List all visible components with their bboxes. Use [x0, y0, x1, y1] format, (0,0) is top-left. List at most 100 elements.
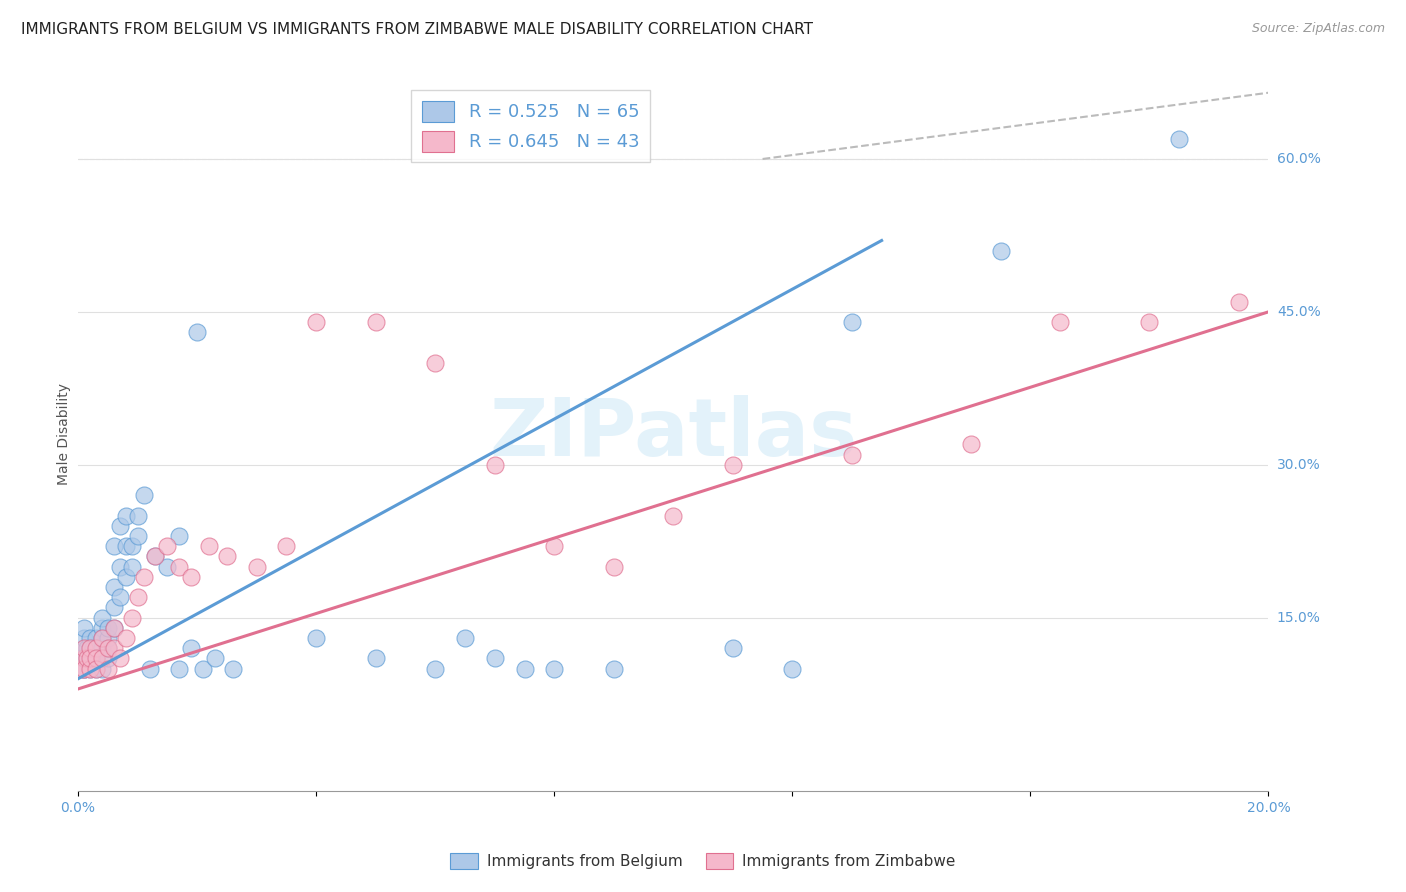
Point [180, 570, 202, 584]
Point [484, 458, 506, 472]
Point [82, 641, 104, 656]
Point [191, 661, 214, 675]
Point [79, 651, 101, 665]
Point [84, 641, 107, 656]
Point [97, 631, 120, 645]
Point [73, 661, 96, 675]
Point [425, 661, 447, 675]
Point [73, 651, 96, 665]
Point [121, 539, 143, 553]
Point [108, 559, 131, 574]
Point [73, 621, 96, 635]
Point [73, 661, 96, 675]
Legend: R = 0.525   N = 65, R = 0.645   N = 43: R = 0.525 N = 65, R = 0.645 N = 43 [411, 90, 650, 162]
Y-axis label: Male Disability: Male Disability [58, 384, 72, 485]
Point [156, 539, 179, 553]
Point [73, 631, 96, 645]
Point [204, 651, 226, 665]
Point [169, 529, 191, 543]
Point [276, 539, 298, 553]
Point [79, 641, 101, 656]
Point [84, 661, 107, 675]
Point [73, 641, 96, 656]
Point [603, 559, 626, 574]
Point [180, 641, 202, 656]
Point [103, 580, 125, 594]
Point [84, 661, 107, 675]
Point [79, 661, 101, 675]
Point [513, 661, 536, 675]
Point [186, 325, 208, 339]
Point [364, 315, 387, 329]
Point [79, 661, 101, 675]
Point [73, 641, 96, 656]
Point [114, 631, 136, 645]
Point [97, 621, 120, 635]
Point [215, 549, 238, 564]
Point [90, 631, 112, 645]
Point [364, 651, 387, 665]
Point [103, 621, 125, 635]
Text: ZIPatlas: ZIPatlas [489, 395, 858, 473]
Point [103, 641, 125, 656]
Point [127, 529, 149, 543]
Point [73, 661, 96, 675]
Point [990, 244, 1012, 258]
Point [132, 488, 155, 502]
Point [84, 651, 107, 665]
Point [103, 600, 125, 615]
Point [76, 641, 98, 656]
Point [543, 539, 565, 553]
Point [114, 570, 136, 584]
Text: 15.0%: 15.0% [1277, 611, 1320, 624]
Point [246, 559, 269, 574]
Point [305, 315, 328, 329]
Point [138, 661, 160, 675]
Point [79, 651, 101, 665]
Text: Source: ZipAtlas.com: Source: ZipAtlas.com [1251, 22, 1385, 36]
Point [127, 508, 149, 523]
Text: 30.0%: 30.0% [1277, 458, 1320, 472]
Point [90, 641, 112, 656]
Legend: Immigrants from Belgium, Immigrants from Zimbabwe: Immigrants from Belgium, Immigrants from… [444, 847, 962, 875]
Point [305, 631, 328, 645]
Point [97, 661, 120, 675]
Point [454, 631, 477, 645]
Point [543, 661, 565, 675]
Point [156, 559, 179, 574]
Point [84, 641, 107, 656]
Point [84, 631, 107, 645]
Point [108, 651, 131, 665]
Point [90, 631, 112, 645]
Point [114, 539, 136, 553]
Point [603, 661, 626, 675]
Point [169, 661, 191, 675]
Point [198, 539, 221, 553]
Point [145, 549, 167, 564]
Point [76, 651, 98, 665]
Point [721, 458, 744, 472]
Point [108, 519, 131, 533]
Point [84, 651, 107, 665]
Point [90, 621, 112, 635]
Point [1168, 131, 1191, 145]
Point [145, 549, 167, 564]
Point [121, 559, 143, 574]
Point [79, 631, 101, 645]
Point [721, 641, 744, 656]
Text: 45.0%: 45.0% [1277, 305, 1320, 318]
Point [108, 591, 131, 605]
Point [79, 641, 101, 656]
Point [841, 448, 863, 462]
Point [114, 508, 136, 523]
Point [70, 651, 93, 665]
Point [97, 651, 120, 665]
Point [97, 641, 120, 656]
Point [425, 356, 447, 370]
Point [121, 610, 143, 624]
Point [1049, 315, 1071, 329]
Point [127, 591, 149, 605]
Point [90, 610, 112, 624]
Point [662, 508, 685, 523]
Point [960, 437, 983, 451]
